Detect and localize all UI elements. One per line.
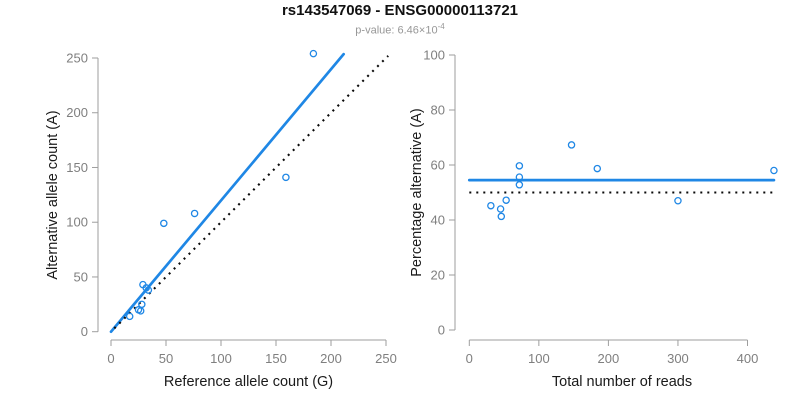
right-panel-point [567, 141, 576, 149]
pvalue-exponent: -4 [437, 22, 445, 31]
left-panel-x-tick-label: 200 [320, 351, 342, 366]
plot-subtitle: p-value: 6.46×10-4 [0, 22, 800, 37]
left-panel-point [190, 209, 199, 218]
right-panel-y-tick-label: 40 [431, 213, 445, 228]
right-panel-point [515, 181, 524, 189]
right-panel-y-tick-label: 100 [423, 48, 445, 63]
right-panel-point [515, 173, 524, 181]
identity-line [113, 55, 389, 330]
left-panel-x-tick-label: 50 [159, 351, 173, 366]
right-panel-y-tick-label: 20 [431, 268, 445, 283]
plot-title: rs143547069 - ENSG00000113721 [281, 2, 519, 19]
right-panel-point [593, 164, 602, 173]
left-panel-point [125, 312, 134, 321]
right-panel-point [497, 212, 506, 221]
right-panel: 0 20 40 60 80 100 0 100 200 300 400 Total number of… [409, 48, 778, 390]
left-panel-point [138, 300, 146, 309]
left-panel-x-tick-label: 250 [375, 351, 397, 366]
right-panel-point [770, 166, 778, 175]
pvalue-text: p-value: 6.46×10 [355, 24, 438, 37]
left-panel-y-tick-label: 150 [66, 160, 88, 175]
left-panel-x-tick-label: 0 [107, 351, 114, 366]
right-panel-point [502, 196, 510, 204]
left-panel: 0 50 100 150 200 250 0 50 100 150 200 250 Reference … [45, 49, 397, 390]
right-panel-x-tick-label: 300 [667, 351, 689, 366]
left-panel-point [309, 49, 318, 58]
left-panel-y-tick-label: 200 [66, 105, 88, 120]
left-panel-point [144, 286, 153, 294]
left-panel-y-tick-label: 50 [74, 269, 88, 284]
left-panel-point [282, 173, 290, 182]
left-panel-point [160, 219, 168, 228]
right-panel-x-tick-label: 400 [737, 351, 759, 366]
left-panel-x-tick-label: 100 [210, 351, 232, 366]
right-panel-point [515, 162, 524, 170]
right-panel-point [674, 196, 682, 205]
right-panel-x-tick-label: 200 [598, 351, 620, 366]
right-panel-point [496, 205, 505, 213]
right-panel-y-label: Percentage alternative (A) [409, 108, 425, 276]
left-panel-y-tick-label: 0 [81, 324, 88, 339]
left-panel-x-label: Reference allele count (G) [164, 374, 333, 390]
left-panel-x-tick-label: 150 [265, 351, 287, 366]
regression-line [109, 52, 345, 334]
right-panel-x-tick-label: 100 [528, 351, 550, 366]
left-panel-y-label: Alternative allele count (A) [45, 110, 61, 279]
left-panel-y-tick-label: 250 [66, 51, 88, 66]
right-panel-y-tick-label: 60 [431, 158, 445, 173]
left-panel-point [142, 284, 150, 292]
right-panel-point [487, 201, 495, 210]
right-panel-x-label: Total number of reads [552, 374, 692, 390]
right-panel-x-tick-label: 0 [466, 351, 473, 366]
right-panel-y-tick-label: 80 [431, 103, 445, 118]
left-panel-y-tick-label: 100 [66, 215, 88, 230]
right-panel-y-tick-label: 0 [438, 323, 445, 338]
